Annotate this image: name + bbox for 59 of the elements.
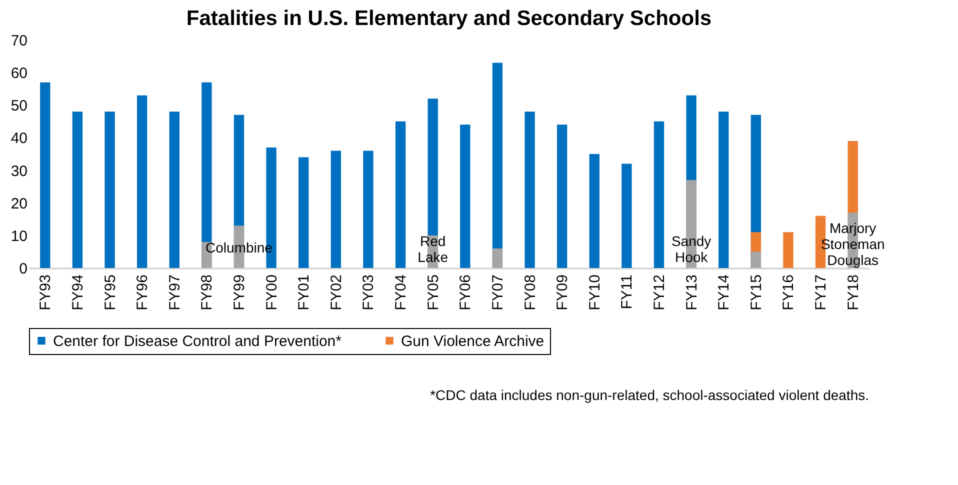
bar [169,112,180,268]
bar [460,124,470,268]
bar [363,150,374,268]
bar [524,112,535,268]
bar [556,124,568,268]
bar [136,95,148,268]
x-tick-label: FY11 [618,274,636,310]
x-tick-label: FY95 [102,274,119,310]
y-tick-label: 60 [10,65,28,82]
x-tick-label: FY12 [651,274,668,310]
x-tick-label: FY96 [134,274,152,310]
annotation: Sandy Hook [671,232,712,265]
x-tick-label: FY17 [812,274,830,310]
x-tick-label: FY99 [231,274,248,310]
legend-label: Gun Violence Archive [401,332,544,350]
bar [104,112,115,268]
x-tick-label: FY18 [844,274,862,310]
bar [654,121,664,268]
y-tick-label: 20 [10,195,28,212]
bar [330,150,342,268]
annotation: Red Lake [418,232,448,265]
x-tick-label: FY93 [37,274,54,310]
bar [40,82,50,268]
x-tick-label: FY02 [328,274,345,310]
bar [718,112,729,268]
x-tick-label: FY03 [360,274,378,310]
text: *CDC data includes non-gun-related, school-associated violent deaths. [430,387,869,403]
bar [395,121,406,268]
y-tick-label: 40 [10,130,28,148]
x-tick-label: FY94 [69,274,86,310]
x-tick-label: FY10 [586,274,604,310]
x-tick-label: FY14 [716,274,733,310]
bar [298,157,309,268]
x-tick-label: FY98 [198,274,216,310]
x-tick-label: FY04 [392,274,410,310]
x-tick-label: FY16 [780,274,798,310]
x-tick-label: FY08 [522,274,539,310]
y-tick-label: 70 [10,32,28,50]
bar [72,112,83,268]
legend-label: Center for Disease Control and Prevention* [53,332,342,350]
y-tick-label: 0 [19,260,28,278]
x-tick-label: FY15 [748,274,765,310]
bar [783,232,794,268]
bar [492,248,503,268]
chart-title: Fatalities in U.S. Elementary and Secondary Schools [186,7,712,30]
y-tick-label: 30 [10,162,28,180]
x-tick-label: FY07 [489,274,506,310]
x-tick-label: FY13 [683,274,700,310]
y-tick-label: 50 [10,98,28,115]
x-tick-label: FY01 [296,274,313,310]
y-tick-label: 10 [10,228,28,245]
x-tick-label: FY09 [554,274,572,310]
x-tick-label: FY06 [457,274,474,310]
bar [622,164,632,268]
x-tick-label: FY05 [424,274,442,310]
bar [750,252,762,268]
x-tick-label: FY97 [166,274,184,310]
x-tick-label: FY00 [263,274,280,310]
bar [589,154,600,268]
